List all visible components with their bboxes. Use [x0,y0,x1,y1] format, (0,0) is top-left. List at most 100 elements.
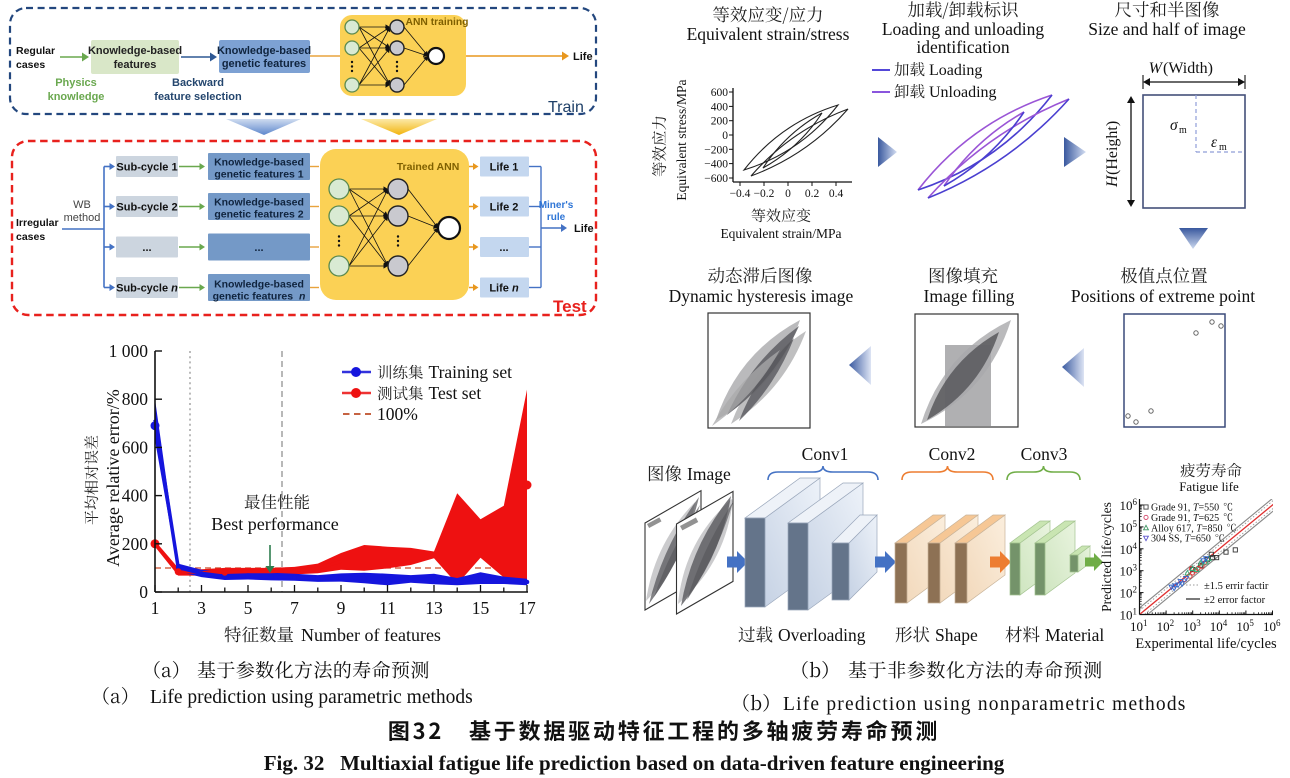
svg-text:Conv1: Conv1 [802,444,849,464]
svg-text:Grade 91, T=550: Grade 91, T=550 [1151,503,1219,514]
svg-text:Life: Life [489,283,509,295]
svg-text:Physics: Physics [55,77,97,89]
svg-text:Miner's: Miner's [539,200,574,211]
svg-text:Backward: Backward [172,77,224,89]
svg-text:n: n [171,283,178,295]
svg-text:Train: Train [548,99,584,116]
svg-text:Life prediction using nonparam: Life prediction using nonparametric meth… [783,694,1187,715]
svg-text:Loading: Loading [929,62,982,79]
svg-text:Knowledge-based: Knowledge-based [217,45,311,57]
svg-text:Fatigue life: Fatigue life [1179,479,1239,494]
svg-text:0.4: 0.4 [829,188,844,200]
svg-text:method: method [64,212,101,224]
svg-text:−0.2: −0.2 [754,188,775,200]
svg-text:0: 0 [722,130,728,142]
svg-text:m: m [1219,142,1227,153]
svg-text:Material: Material [1045,625,1104,645]
svg-text:cases: cases [16,59,45,71]
svg-text:...: ... [142,242,151,254]
svg-text:Experimental life/cycles: Experimental life/cycles [1135,636,1277,652]
svg-text:600: 600 [711,87,729,99]
svg-text:(Width): (Width) [1163,60,1213,77]
svg-text:Life prediction using parametr: Life prediction using parametric methods [150,687,473,708]
svg-text:Knowledge-based: Knowledge-based [88,45,182,57]
svg-text:Size and half of image: Size and half of image [1088,19,1246,39]
svg-text:W: W [1149,60,1164,77]
svg-text:100%: 100% [377,404,418,424]
svg-text:1: 1 [151,598,160,618]
svg-text:−200: −200 [704,144,728,156]
svg-text:Grade 91, T=625: Grade 91, T=625 [1151,513,1219,524]
svg-text:600: 600 [122,437,149,457]
svg-text:200: 200 [711,116,729,128]
svg-text:Average relative error/%: Average relative error/% [103,389,123,567]
svg-text:ε: ε [1211,134,1218,151]
svg-text:Image filling: Image filling [924,286,1015,306]
svg-text:Life 2: Life 2 [490,202,519,214]
svg-text:rule: rule [547,212,566,223]
svg-text:Equivalent stress/MPa: Equivalent stress/MPa [674,79,689,200]
svg-text:15: 15 [472,598,490,618]
svg-text:genetic features: genetic features [222,58,306,70]
svg-text:−400: −400 [704,159,728,171]
svg-text:0: 0 [785,188,791,200]
svg-text:n: n [512,283,519,295]
svg-text:304 SS, T=650: 304 SS, T=650 [1151,534,1211,545]
svg-text:−600: −600 [704,173,728,185]
svg-text:1 000: 1 000 [109,341,149,361]
svg-text:genetic features 2: genetic features 2 [214,209,303,221]
svg-text:Alloy 617, T=850: Alloy 617, T=850 [1151,523,1222,534]
svg-text:5: 5 [244,598,253,618]
svg-text:Conv2: Conv2 [929,444,976,464]
svg-text:3: 3 [197,598,206,618]
svg-text:ANN training: ANN training [406,17,469,28]
svg-text:17: 17 [518,598,536,618]
svg-text:Sub-cycle 2: Sub-cycle 2 [116,202,177,214]
svg-text:200: 200 [122,534,149,554]
svg-text:Image: Image [687,464,731,484]
svg-text:identification: identification [916,37,1010,57]
svg-text:7: 7 [290,598,299,618]
svg-text:±2 error factor: ±2 error factor [1204,595,1266,606]
svg-text:...: ... [254,242,263,254]
svg-text:Overloading: Overloading [778,625,866,645]
svg-text:Loading and unloading: Loading and unloading [882,19,1045,39]
svg-text:Shape: Shape [935,625,978,645]
svg-text:Knowledge-based: Knowledge-based [214,279,304,291]
svg-text:Unloading: Unloading [929,84,997,101]
svg-text:Number of features: Number of features [301,625,441,645]
svg-text:Knowledge-based: Knowledge-based [214,197,304,209]
svg-text:features: features [114,59,157,71]
svg-text:Trained ANN: Trained ANN [397,161,460,173]
svg-text:n: n [299,291,305,303]
svg-text:±1.5 errir factir: ±1.5 errir factir [1204,581,1269,592]
svg-text:Best performance: Best performance [211,514,338,534]
svg-text:genetic features 1: genetic features 1 [214,169,303,181]
svg-text:H: H [1104,174,1121,188]
svg-text:Irregular: Irregular [16,217,59,229]
svg-text:Equivalent strain/stress: Equivalent strain/stress [687,24,850,44]
svg-text:cases: cases [16,231,45,243]
svg-text:m: m [1179,125,1187,136]
svg-text:800: 800 [122,389,149,409]
svg-text:Sub-cycle: Sub-cycle [116,283,168,295]
svg-text:400: 400 [711,101,729,113]
svg-text:11: 11 [379,598,396,618]
svg-text:Life 1: Life 1 [490,162,519,174]
svg-text:Predicted life/cycles: Predicted life/cycles [1099,502,1114,612]
svg-text:Conv3: Conv3 [1021,444,1068,464]
svg-text:0: 0 [139,582,148,602]
svg-text:Test set: Test set [429,383,482,403]
svg-text:Life: Life [574,223,594,235]
svg-text:knowledge: knowledge [48,91,105,103]
svg-text:0.2: 0.2 [805,188,820,200]
svg-text:Sub-cycle 1: Sub-cycle 1 [116,162,177,174]
svg-text:Fig. 32 Multiaxial fatigue l: Fig. 32 Multiaxial fatigue life predicti… [264,751,1005,775]
svg-text:feature selection: feature selection [154,91,242,103]
svg-text:Training set: Training set [429,362,513,382]
svg-text:(Height): (Height) [1104,121,1121,175]
svg-text:Knowledge-based: Knowledge-based [214,157,304,169]
svg-text:genetic features: genetic features [213,291,294,303]
svg-text:Regular: Regular [16,45,55,57]
svg-text:9: 9 [337,598,346,618]
